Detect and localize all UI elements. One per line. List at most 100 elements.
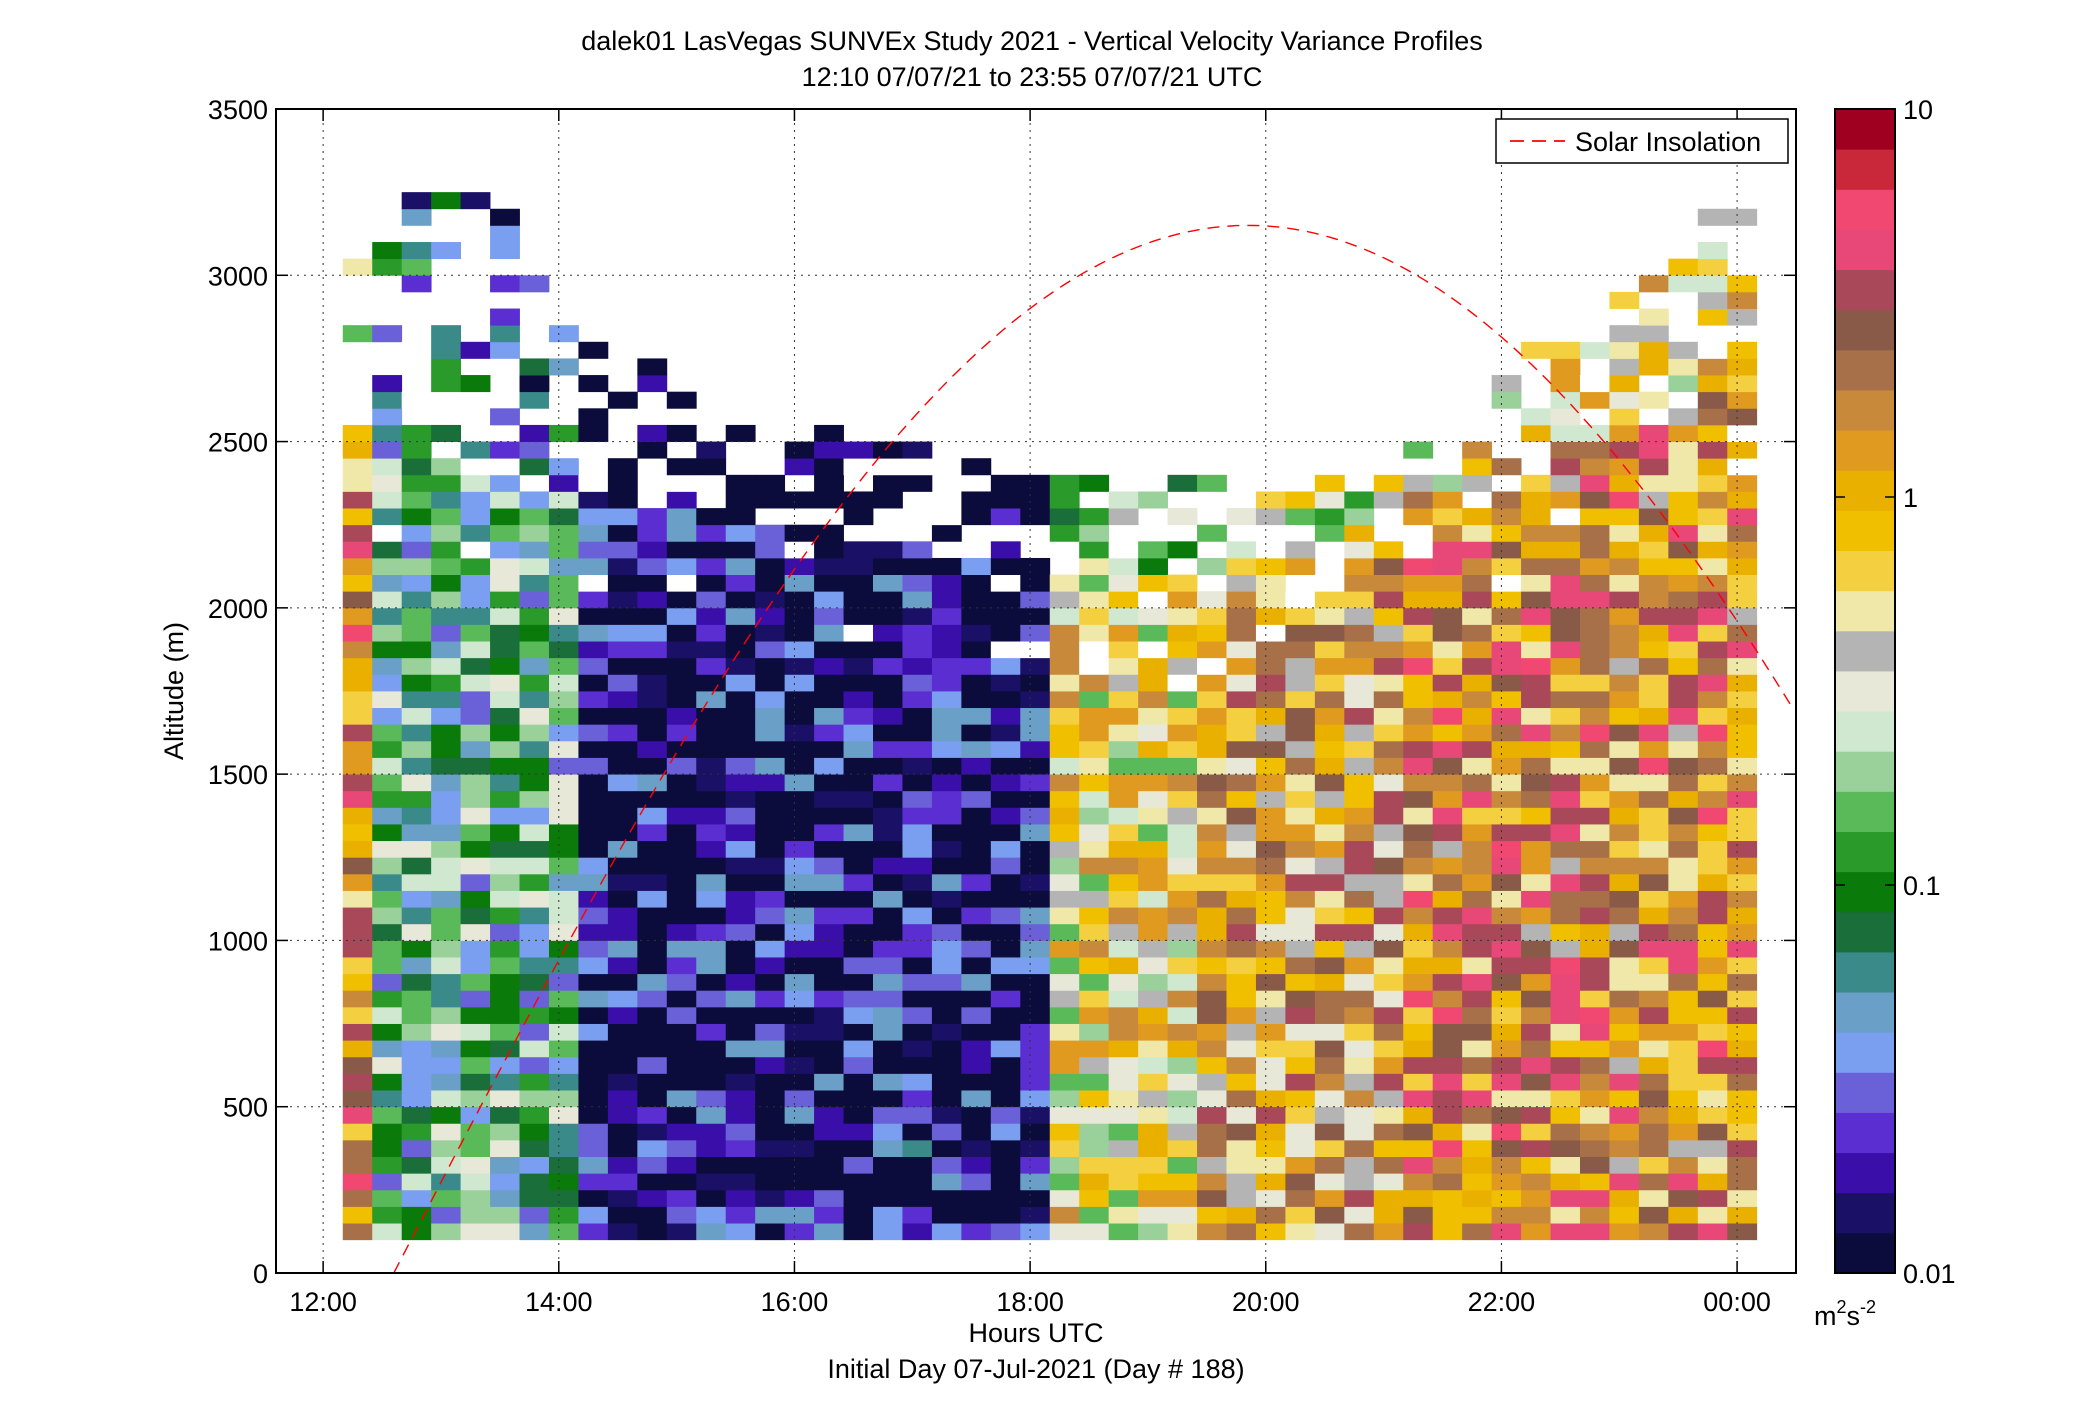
heatmap-cell	[1373, 474, 1404, 492]
heatmap-cell	[1403, 840, 1434, 858]
heatmap-cell	[1373, 607, 1404, 625]
heatmap-cell	[490, 807, 520, 825]
heatmap-cell	[607, 857, 638, 875]
heatmap-cell	[1638, 774, 1669, 792]
heatmap-cell	[1550, 1040, 1581, 1058]
heatmap-cell	[814, 1090, 844, 1108]
heatmap-cell	[1344, 857, 1375, 875]
heatmap-cell	[1314, 1206, 1345, 1224]
heatmap-cell	[1668, 474, 1699, 492]
heatmap-cell	[990, 508, 1021, 526]
heatmap-cell	[490, 973, 520, 991]
heatmap-cell	[1432, 1006, 1463, 1024]
heatmap-cell	[1521, 1056, 1551, 1074]
heatmap-cell	[1579, 957, 1610, 975]
heatmap-cell	[696, 940, 727, 958]
heatmap-cell	[1491, 574, 1522, 592]
heatmap-cell	[1550, 873, 1581, 891]
heatmap-cell	[637, 657, 668, 675]
heatmap-cell	[1049, 691, 1080, 709]
heatmap-cell	[843, 441, 874, 459]
heatmap-cell	[1668, 424, 1699, 442]
heatmap-cell	[843, 907, 874, 925]
heatmap-cell	[784, 757, 815, 775]
heatmap-cell	[1697, 923, 1728, 941]
heatmap-cell	[1344, 1090, 1375, 1108]
heatmap-cell	[814, 1040, 844, 1058]
heatmap-cell	[1344, 873, 1375, 891]
heatmap-cell	[961, 890, 992, 908]
heatmap-cell	[578, 1223, 609, 1241]
heatmap-cell	[784, 807, 815, 825]
heatmap-cell	[666, 508, 697, 526]
heatmap-cell	[1727, 641, 1758, 659]
heatmap-cell	[666, 907, 697, 925]
heatmap-cell	[1138, 724, 1168, 742]
heatmap-cell	[578, 740, 609, 758]
heatmap-cell	[431, 707, 462, 725]
heatmap-cell	[1079, 890, 1110, 908]
heatmap-cell	[1197, 757, 1227, 775]
heatmap-cell	[490, 957, 520, 975]
heatmap-cell	[1049, 524, 1080, 542]
heatmap-cell	[578, 474, 609, 492]
heatmap-cell	[1373, 674, 1404, 692]
heatmap-cell	[843, 1173, 874, 1191]
heatmap-cell	[1579, 541, 1610, 559]
heatmap-cell	[1403, 890, 1434, 908]
heatmap-cell	[1314, 757, 1345, 775]
heatmap-cell	[1344, 1106, 1375, 1124]
heatmap-cell	[1462, 807, 1493, 825]
heatmap-cell	[1491, 824, 1522, 842]
heatmap-cell	[1727, 275, 1758, 293]
heatmap-cell	[1432, 940, 1463, 958]
heatmap-cell	[1579, 1173, 1610, 1191]
heatmap-cell	[990, 1189, 1021, 1207]
heatmap-cell	[342, 325, 373, 343]
heatmap-cell	[372, 1123, 403, 1141]
heatmap-cell	[1638, 325, 1669, 343]
heatmap-cell	[902, 1040, 933, 1058]
heatmap-cell	[1197, 657, 1227, 675]
heatmap-cell	[1226, 1073, 1257, 1091]
heatmap-cell	[1108, 1206, 1139, 1224]
heatmap-cell	[1579, 1139, 1610, 1157]
heatmap-cell	[1049, 923, 1080, 941]
heatmap-cell	[755, 1023, 786, 1041]
heatmap-cell	[873, 940, 903, 958]
heatmap-cell	[725, 857, 756, 875]
heatmap-cell	[666, 923, 697, 941]
heatmap-cell	[342, 607, 373, 625]
heatmap-cell	[1049, 1156, 1080, 1174]
heatmap-cell	[519, 890, 550, 908]
heatmap-cell	[431, 508, 462, 526]
heatmap-cell	[902, 873, 933, 891]
heatmap-cell	[1727, 458, 1758, 476]
heatmap-cell	[1579, 1123, 1610, 1141]
heatmap-cell	[1226, 591, 1257, 609]
heatmap-cell	[1727, 391, 1758, 409]
heatmap-cell	[519, 657, 550, 675]
heatmap-cell	[1079, 574, 1110, 592]
heatmap-cell	[1373, 707, 1404, 725]
heatmap-cell	[1697, 358, 1728, 376]
heatmap-cell	[1462, 641, 1493, 659]
heatmap-cell	[1668, 1223, 1699, 1241]
heatmap-cell	[1344, 973, 1375, 991]
heatmap-cell	[1579, 641, 1610, 659]
heatmap-cell	[1373, 1173, 1404, 1191]
heatmap-cell	[372, 591, 403, 609]
heatmap-cell	[755, 923, 786, 941]
heatmap-cell	[1550, 474, 1581, 492]
heatmap-cell	[843, 790, 874, 808]
heatmap-cell	[1521, 657, 1551, 675]
heatmap-cell	[1491, 557, 1522, 575]
heatmap-cell	[1049, 790, 1080, 808]
heatmap-cell	[1079, 1139, 1110, 1157]
heatmap-cell	[1255, 923, 1286, 941]
heatmap-cell	[902, 607, 933, 625]
heatmap-cell	[519, 1090, 550, 1108]
heatmap-cell	[401, 541, 432, 559]
heatmap-cell	[843, 857, 874, 875]
heatmap-cell	[1344, 707, 1375, 725]
